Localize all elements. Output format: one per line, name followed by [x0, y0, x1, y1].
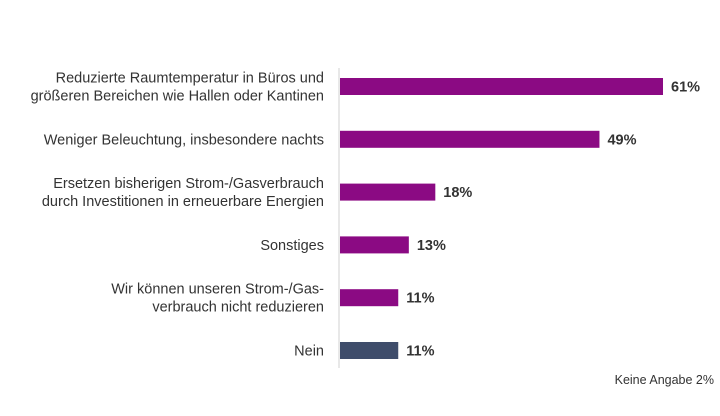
footnote: Keine Angabe 2% — [615, 373, 714, 387]
category-label: größeren Bereichen wie Hallen oder Kanti… — [31, 89, 324, 105]
category-label: durch Investitionen in erneuerbare Energ… — [42, 194, 324, 210]
bar — [340, 183, 436, 201]
bar — [340, 78, 663, 95]
category-label: Nein — [294, 344, 324, 360]
bar — [340, 289, 399, 307]
value-label: 11% — [406, 291, 434, 307]
value-label: 13% — [417, 238, 446, 254]
category-label: Ersetzen bisherigen Strom-/Gasverbrauch — [53, 176, 324, 192]
value-label: 18% — [443, 185, 472, 201]
category-label: Reduzierte Raumtemperatur in Büros und — [56, 71, 324, 87]
value-label: 61% — [671, 80, 700, 96]
value-label: 11% — [406, 344, 434, 360]
category-label: verbrauch nicht reduzieren — [152, 300, 324, 316]
bar — [340, 236, 409, 254]
bar — [340, 130, 600, 148]
category-label: Wir können unseren Strom-/Gas- — [111, 282, 324, 298]
category-label: Sonstiges — [260, 238, 324, 254]
bars-group: 61% Reduzierte Raumtemperatur in Büros un… — [31, 71, 701, 360]
bar — [340, 342, 399, 359]
category-label: Weniger Beleuchtung, insbesondere nachts — [44, 132, 324, 148]
value-label: 49% — [607, 132, 636, 148]
